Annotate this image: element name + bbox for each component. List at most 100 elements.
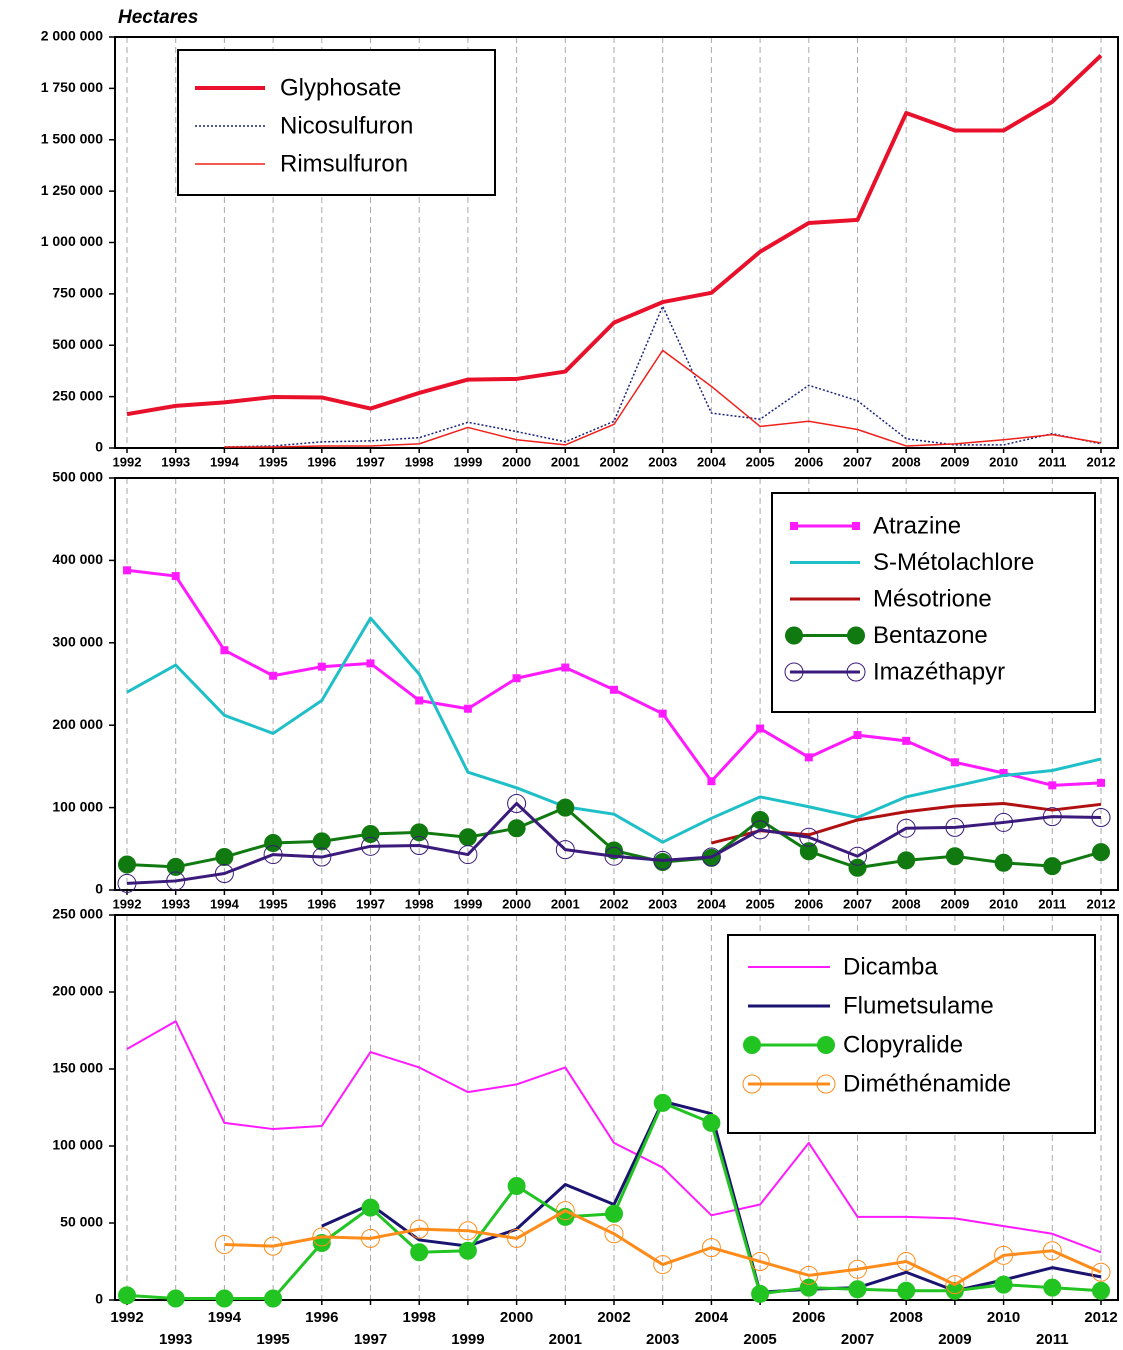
marker (117, 873, 137, 893)
marker (847, 626, 865, 645)
marker (1043, 857, 1062, 876)
marker (312, 847, 332, 867)
marker (852, 522, 860, 530)
x-tick-label: 1997 (356, 454, 385, 469)
marker (999, 768, 1008, 777)
legend-label: Clopyralide (843, 1031, 963, 1058)
x-tick-label: 2003 (646, 1331, 679, 1348)
x-tick-label: 2002 (597, 1309, 630, 1326)
x-tick-label: 1999 (451, 1331, 484, 1348)
y-tick-label: 500 000 (52, 336, 103, 352)
marker (361, 1228, 380, 1248)
marker (215, 1289, 234, 1308)
x-tick-label: 1993 (161, 896, 190, 911)
marker (945, 847, 964, 866)
marker (458, 845, 478, 865)
x-tick-label: 2012 (1084, 1309, 1117, 1326)
x-tick-label: 2008 (892, 896, 921, 911)
marker (653, 852, 672, 871)
marker (897, 1281, 916, 1300)
x-tick-label: 2009 (940, 896, 969, 911)
x-tick-label: 2011 (1036, 1331, 1069, 1348)
marker (215, 848, 234, 867)
marker (264, 834, 283, 853)
marker (561, 663, 570, 672)
x-tick-label: 1998 (405, 454, 434, 469)
x-tick-label: 2006 (794, 896, 823, 911)
marker (945, 817, 965, 837)
x-tick-label: 2012 (1087, 896, 1116, 911)
y-tick-label: 250 000 (52, 387, 103, 403)
marker (214, 1235, 234, 1255)
marker (707, 777, 716, 786)
marker (118, 855, 136, 874)
marker (848, 1259, 867, 1279)
marker (897, 851, 916, 870)
y-tick-label: 1 250 000 (41, 182, 103, 198)
legend-label: S-Métolachlore (873, 549, 1034, 576)
marker (409, 1219, 429, 1239)
legend-label: Diméthénamide (843, 1070, 1011, 1097)
marker (896, 818, 916, 838)
marker (742, 1074, 762, 1094)
x-tick-label: 1998 (405, 896, 434, 911)
marker (902, 736, 911, 745)
series-line (224, 349, 1102, 448)
legend-label: Bentazone (873, 622, 988, 649)
x-tick-label: 2008 (892, 454, 921, 469)
marker (1091, 807, 1111, 827)
marker (848, 858, 867, 877)
x-tick-label: 1996 (307, 896, 336, 911)
marker (555, 1201, 575, 1221)
marker (166, 857, 185, 876)
marker (756, 724, 765, 733)
plot-frame (114, 477, 1119, 891)
marker (816, 1074, 836, 1094)
x-tick-label: 2007 (841, 1331, 874, 1348)
x-tick-label: 2005 (746, 454, 775, 469)
marker (750, 820, 770, 840)
marker (1043, 1278, 1062, 1297)
marker (784, 662, 804, 682)
marker (556, 798, 575, 817)
x-tick-label: 2010 (989, 896, 1018, 911)
marker (366, 659, 375, 668)
marker (410, 1243, 429, 1262)
legend-label: Flumetsulame (843, 992, 994, 1019)
marker (512, 674, 521, 683)
marker (361, 1198, 380, 1217)
marker (1091, 1262, 1111, 1282)
legend-label: Glyphosate (280, 74, 401, 101)
y-tick-label: 100 000 (52, 798, 103, 814)
x-tick-label: 1992 (110, 1309, 143, 1326)
marker (1097, 778, 1105, 787)
marker (994, 853, 1013, 872)
marker (790, 522, 798, 530)
x-tick-label: 2001 (551, 896, 580, 911)
x-tick-label: 2010 (989, 454, 1018, 469)
marker (702, 1113, 721, 1132)
y-tick-label: 200 000 (52, 716, 103, 732)
chart-title: Hectares (118, 7, 198, 28)
marker (555, 840, 575, 860)
marker (463, 704, 472, 713)
marker (605, 1204, 623, 1223)
x-tick-label: 1997 (356, 896, 385, 911)
series-line (126, 801, 1102, 885)
marker (994, 1245, 1014, 1265)
series-line (126, 1020, 1102, 1254)
legend-label: Imazéthapyr (873, 658, 1005, 685)
marker (950, 758, 959, 767)
marker (263, 845, 283, 865)
y-tick-label: 0 (95, 1291, 103, 1307)
marker (785, 626, 803, 645)
marker (799, 827, 819, 847)
y-tick-label: 300 000 (52, 634, 103, 650)
marker (701, 1238, 721, 1258)
marker (166, 1289, 185, 1308)
marker (994, 1275, 1013, 1294)
series-line (126, 54, 1103, 417)
x-tick-label: 2011 (1038, 454, 1066, 469)
x-tick-label: 2002 (600, 454, 629, 469)
